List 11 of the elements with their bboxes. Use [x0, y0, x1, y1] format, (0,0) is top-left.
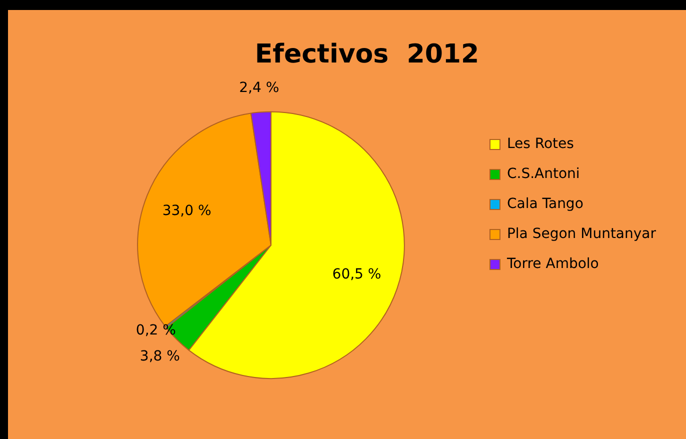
data-label: 0,2 %	[136, 322, 176, 338]
data-label: 2,4 %	[239, 80, 280, 96]
legend-label: Pla Segon Muntanyar	[506, 226, 656, 242]
chart-title: Efectivos 2012	[254, 39, 480, 70]
legend-label: C.S.Antoni	[506, 166, 580, 182]
legend-label: Torre Ambolo	[506, 256, 599, 272]
legend-label: Cala Tango	[506, 196, 584, 212]
data-label: 33,0 %	[162, 202, 212, 219]
data-label: 3,8 %	[140, 348, 180, 364]
data-label: 60,5 %	[332, 266, 382, 282]
legend-label: Les Rotes	[506, 136, 574, 152]
